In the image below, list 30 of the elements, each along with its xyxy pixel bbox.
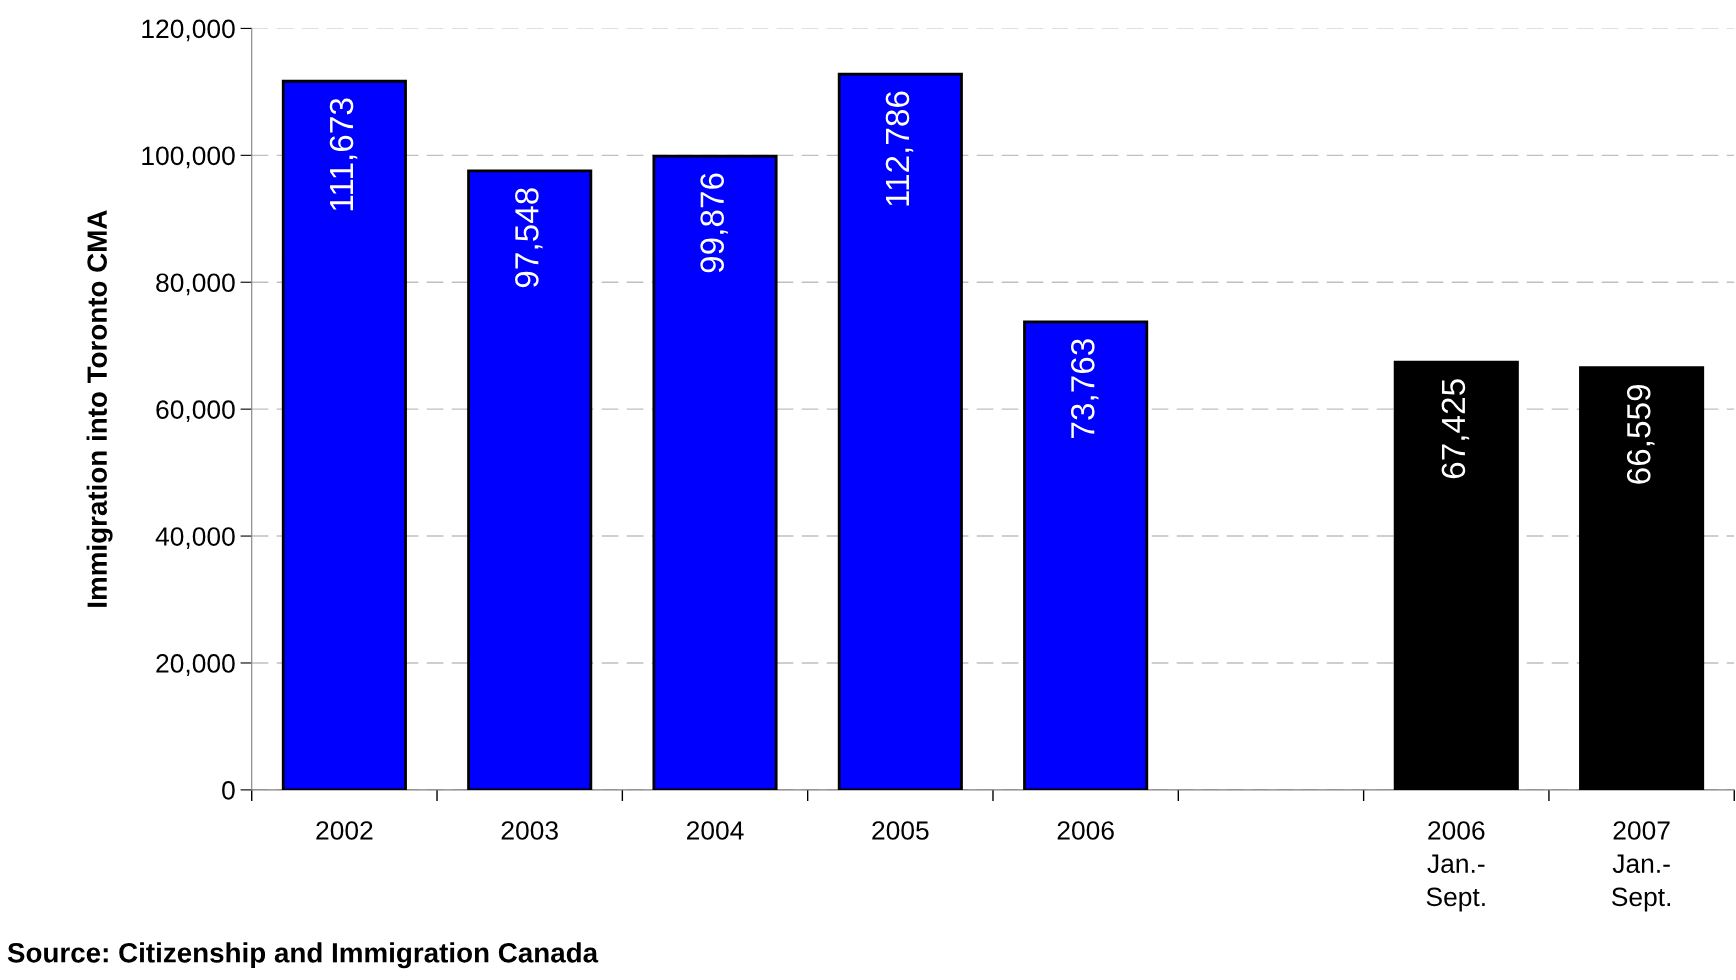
x-tick-label: 2002 — [316, 821, 373, 840]
y-tick-label: 40,000 — [155, 527, 235, 549]
x-tick-label: 2006 — [1057, 821, 1114, 840]
y-tick-label: 0 — [222, 781, 235, 800]
x-tick-label: 2006 Jan.- Sept. — [1426, 821, 1485, 912]
x-tick-label: 2003 — [501, 821, 558, 840]
bar — [467, 169, 593, 790]
data-label: 67,425 — [1441, 379, 1470, 479]
data-label: 112,786 — [885, 91, 914, 206]
bar — [652, 154, 778, 790]
y-tick-label: 80,000 — [156, 273, 235, 296]
bar — [1023, 320, 1149, 790]
y-tick-label: 20,000 — [156, 654, 235, 676]
data-label: 111,673 — [329, 98, 358, 211]
x-tick-label: 2005 — [872, 821, 929, 840]
bar — [837, 72, 963, 790]
source-note: Source: Citizenship and Immigration Canada — [7, 942, 599, 969]
bar — [281, 79, 407, 790]
data-label: 97,548 — [515, 188, 543, 288]
bar — [1579, 366, 1705, 790]
y-axis-title: Immigration into Toronto CMA — [86, 210, 113, 607]
y-tick-label: 100,000 — [142, 146, 235, 169]
y-tick-label: 120,000 — [142, 19, 235, 42]
bar — [1393, 360, 1519, 790]
x-tick-label: 2004 — [686, 821, 744, 840]
data-label: 99,876 — [700, 173, 728, 273]
data-label: 73,763 — [1070, 339, 1099, 438]
data-label: 66,559 — [1626, 384, 1655, 484]
y-tick-label: 60,000 — [156, 400, 235, 423]
x-tick-label: 2007 Jan.- Sept. — [1612, 821, 1671, 912]
